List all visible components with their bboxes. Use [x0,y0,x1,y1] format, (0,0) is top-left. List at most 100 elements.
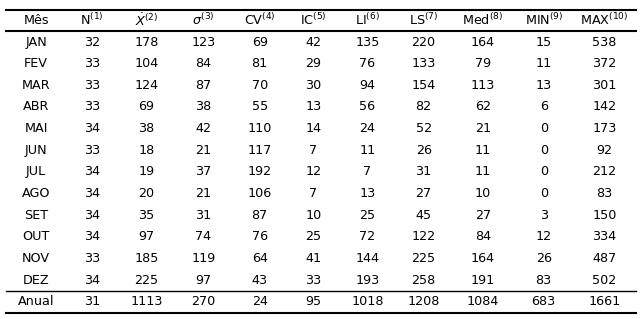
Text: CV$^{(4)}$: CV$^{(4)}$ [244,12,275,28]
Text: 270: 270 [191,295,216,308]
Text: 87: 87 [252,209,268,222]
Text: SET: SET [24,209,48,222]
Text: 34: 34 [83,122,100,135]
Text: 76: 76 [360,57,376,70]
Text: 84: 84 [195,57,211,70]
Text: 21: 21 [195,187,211,200]
Text: MIN$^{(9)}$: MIN$^{(9)}$ [525,12,563,28]
Text: 64: 64 [252,252,268,265]
Text: 33: 33 [83,57,100,70]
Text: 97: 97 [138,230,154,243]
Text: 56: 56 [360,100,376,114]
Text: $\dot{X}^{(2)}$: $\dot{X}^{(2)}$ [135,12,158,29]
Text: 1018: 1018 [351,295,384,308]
Text: 79: 79 [475,57,491,70]
Text: 144: 144 [355,252,379,265]
Text: 31: 31 [195,209,212,222]
Text: 225: 225 [412,252,436,265]
Text: 538: 538 [593,35,617,48]
Text: 82: 82 [415,100,431,114]
Text: 31: 31 [415,166,432,178]
Text: NOV: NOV [22,252,50,265]
Text: 69: 69 [138,100,154,114]
Text: $\sigma^{(3)}$: $\sigma^{(3)}$ [192,12,214,28]
Text: 38: 38 [195,100,212,114]
Text: 185: 185 [134,252,159,265]
Text: 135: 135 [355,35,379,48]
Text: 106: 106 [248,187,272,200]
Text: 123: 123 [191,35,216,48]
Text: 26: 26 [415,144,431,157]
Text: 27: 27 [415,187,431,200]
Text: 13: 13 [535,79,552,92]
Text: 142: 142 [593,100,616,114]
Text: 29: 29 [306,57,322,70]
Text: 42: 42 [306,35,322,48]
Text: 14: 14 [306,122,322,135]
Text: 34: 34 [83,209,100,222]
Text: 110: 110 [248,122,272,135]
Text: 92: 92 [596,144,612,157]
Text: MAX$^{(10)}$: MAX$^{(10)}$ [580,12,629,28]
Text: 20: 20 [138,187,154,200]
Text: IC$^{(5)}$: IC$^{(5)}$ [300,12,327,28]
Text: 193: 193 [355,274,379,287]
Text: 34: 34 [83,187,100,200]
Text: FEV: FEV [24,57,48,70]
Text: 95: 95 [306,295,322,308]
Text: 33: 33 [83,79,100,92]
Text: 220: 220 [412,35,436,48]
Text: 33: 33 [83,100,100,114]
Text: 69: 69 [252,35,268,48]
Text: JUN: JUN [25,144,48,157]
Text: LS$^{(7)}$: LS$^{(7)}$ [409,12,438,28]
Text: Mês: Mês [23,14,49,27]
Text: 104: 104 [134,57,159,70]
Text: MAI: MAI [24,122,48,135]
Text: 26: 26 [535,252,551,265]
Text: 258: 258 [412,274,436,287]
Text: 97: 97 [195,274,211,287]
Text: 21: 21 [475,122,491,135]
Text: 13: 13 [360,187,376,200]
Text: 11: 11 [535,57,552,70]
Text: 133: 133 [412,57,436,70]
Text: 0: 0 [540,144,548,157]
Text: 502: 502 [593,274,617,287]
Text: 12: 12 [535,230,551,243]
Text: 7: 7 [309,187,318,200]
Text: 7: 7 [363,166,372,178]
Text: 55: 55 [252,100,268,114]
Text: 225: 225 [134,274,159,287]
Text: 42: 42 [195,122,211,135]
Text: LI$^{(6)}$: LI$^{(6)}$ [355,12,380,28]
Text: 3: 3 [540,209,548,222]
Text: 52: 52 [415,122,431,135]
Text: 45: 45 [415,209,431,222]
Text: 10: 10 [474,187,491,200]
Text: 212: 212 [593,166,616,178]
Text: 11: 11 [474,166,491,178]
Text: 7: 7 [309,144,318,157]
Text: 117: 117 [248,144,272,157]
Text: 37: 37 [195,166,212,178]
Text: 19: 19 [138,166,154,178]
Text: 119: 119 [191,252,216,265]
Text: 1113: 1113 [130,295,162,308]
Text: MAR: MAR [22,79,51,92]
Text: 15: 15 [535,35,552,48]
Text: 173: 173 [593,122,617,135]
Text: 122: 122 [412,230,436,243]
Text: DEZ: DEZ [23,274,49,287]
Text: 334: 334 [593,230,617,243]
Text: 13: 13 [306,100,322,114]
Text: 62: 62 [475,100,491,114]
Text: 76: 76 [252,230,268,243]
Text: OUT: OUT [22,230,50,243]
Text: 372: 372 [593,57,617,70]
Text: 31: 31 [83,295,100,308]
Text: 74: 74 [195,230,211,243]
Text: 1661: 1661 [589,295,621,308]
Text: 113: 113 [471,79,495,92]
Text: 83: 83 [596,187,612,200]
